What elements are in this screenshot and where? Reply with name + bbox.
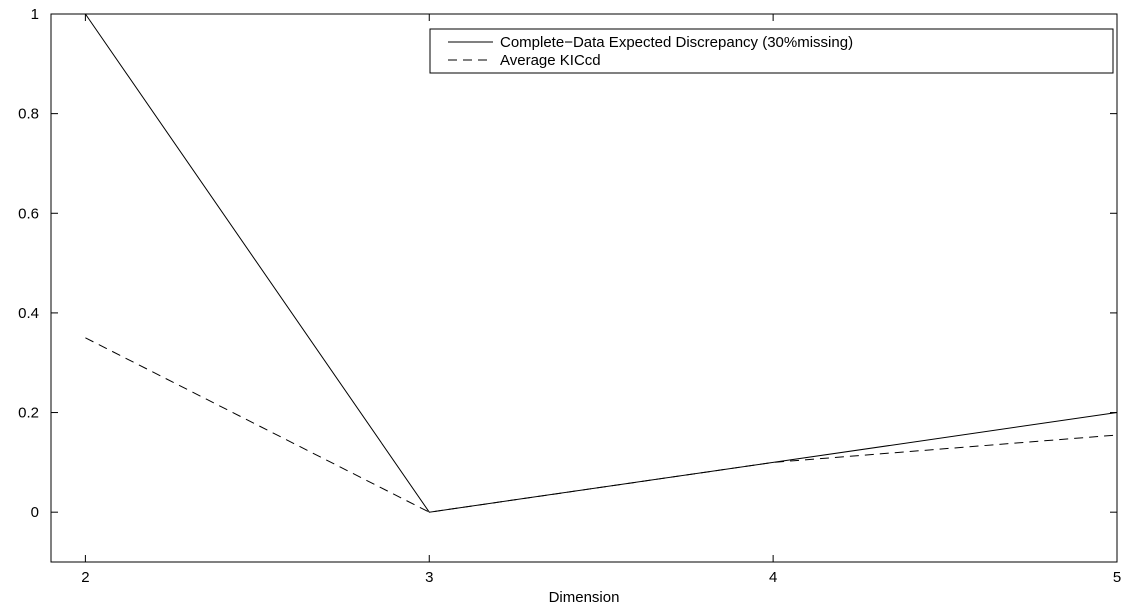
legend-label-0: Complete−Data Expected Discrepancy (30%m… (500, 34, 853, 51)
legend: Complete−Data Expected Discrepancy (30%m… (429, 28, 1114, 74)
series-line-1 (85, 337, 1118, 513)
series-line-0 (84, 13, 1118, 513)
x-tick-label: 2 (81, 569, 89, 586)
y-tick-label: 0.6 (18, 205, 39, 222)
legend-label-1: Average KICcd (500, 52, 601, 69)
legend-box (429, 28, 1114, 74)
plot-frame (50, 13, 1118, 563)
y-tick-label: 0 (31, 504, 39, 521)
x-axis-title: Dimension (549, 589, 620, 606)
y-tick-label: 0.8 (18, 106, 39, 123)
tick-layer: 2 3 4 5 0 0.2 0.4 0.6 0.8 1 (18, 6, 1121, 586)
y-tick-label: 0.2 (18, 405, 39, 422)
y-tick-label: 0.4 (18, 305, 39, 322)
x-tick-label: 3 (425, 569, 433, 586)
y-tick-label: 1 (31, 6, 39, 23)
x-tick-label: 4 (769, 569, 777, 586)
x-tick-label: 5 (1113, 569, 1121, 586)
series-layer (84, 13, 1118, 513)
